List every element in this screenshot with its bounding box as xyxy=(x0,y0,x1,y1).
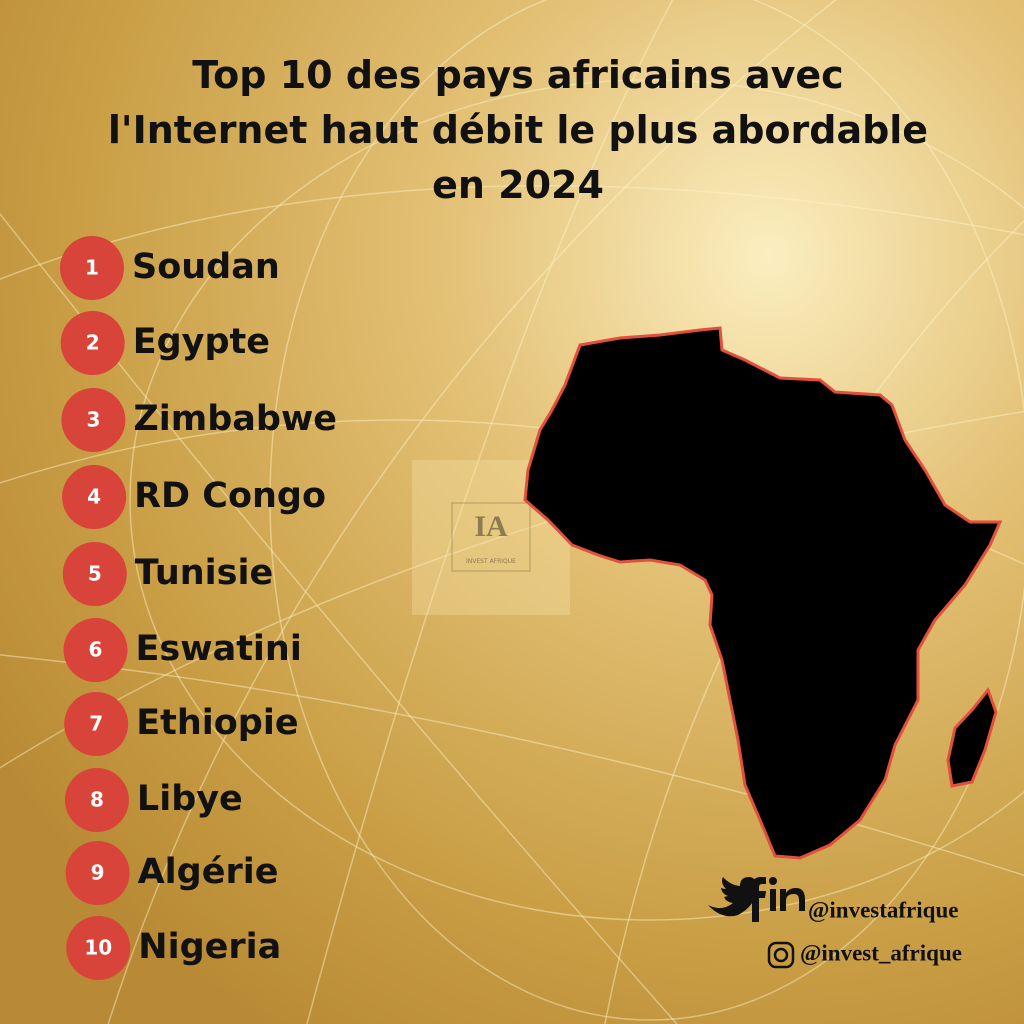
country-name: RD Congo xyxy=(134,476,326,516)
list-item: 5 Tunisie xyxy=(62,542,273,606)
rank-badge xyxy=(60,311,125,375)
list-item: 6 Eswatini xyxy=(63,618,302,682)
country-name: Egypte xyxy=(133,322,270,362)
country-name: Ethiopie xyxy=(136,703,298,743)
ranking-list: 1 Soudan 2 Egypte 3 Zimbabwe 4 RD Congo 5 Tunisie… xyxy=(60,236,337,980)
list-item: 3 Zimbabwe xyxy=(61,388,337,452)
handle-instagram[interactable]: @invest_afrique xyxy=(800,940,962,966)
instagram-icon[interactable] xyxy=(767,941,795,969)
twitter-icon[interactable] xyxy=(708,877,761,917)
rank-badge xyxy=(64,692,129,756)
rank-number: 8 xyxy=(90,788,104,812)
list-item: 8 Libye xyxy=(64,768,243,832)
rank-number: 1 xyxy=(85,256,99,280)
list-item: 9 Algérie xyxy=(65,841,279,905)
madagascar xyxy=(946,686,998,788)
country-name: Zimbabwe xyxy=(133,399,337,439)
rank-number: 2 xyxy=(86,331,100,355)
rank-number: 4 xyxy=(87,485,101,509)
africa-map xyxy=(523,326,1003,860)
country-name: Libye xyxy=(137,779,243,819)
logo-mark: IA xyxy=(474,510,508,543)
handle-main[interactable]: @investafrique xyxy=(808,897,958,923)
logo-caption: INVEST AFRIQUE xyxy=(466,558,516,565)
rank-badge xyxy=(66,916,131,980)
title-line: Top 10 des pays africains avec xyxy=(192,53,843,97)
country-name: Eswatini xyxy=(136,629,302,669)
rank-badge xyxy=(64,768,129,832)
list-item: 10 Nigeria xyxy=(66,916,281,980)
rank-badge xyxy=(65,841,130,905)
list-item: 4 RD Congo xyxy=(62,465,326,529)
rank-number: 7 xyxy=(89,712,103,736)
rank-badge xyxy=(62,542,127,606)
list-item: 7 Ethiopie xyxy=(64,692,299,756)
rank-number: 3 xyxy=(86,408,100,432)
linkedin-icon[interactable] xyxy=(769,877,805,911)
rank-badge xyxy=(60,236,124,300)
country-name: Tunisie xyxy=(135,553,273,593)
africa xyxy=(523,326,1003,860)
title: Top 10 des pays africains avec l'Internet… xyxy=(108,53,928,207)
instagram-lens xyxy=(773,947,789,963)
rank-badge xyxy=(61,388,126,452)
logo-frame xyxy=(451,502,531,572)
linkedin-dot xyxy=(769,877,777,885)
rank-badge xyxy=(62,465,127,529)
linkedin-bar xyxy=(770,889,776,911)
list-item: 1 Soudan xyxy=(60,236,280,300)
rank-badge xyxy=(63,618,128,682)
instagram-frame xyxy=(767,941,795,969)
country-name: Algérie xyxy=(138,852,279,892)
title-line: l'Internet haut débit le plus abordable xyxy=(108,108,928,152)
rank-number: 6 xyxy=(89,638,103,662)
title-line: en 2024 xyxy=(432,163,604,207)
list-item: 2 Egypte xyxy=(60,311,270,375)
rank-number: 9 xyxy=(91,861,105,885)
country-name: Soudan xyxy=(132,247,280,287)
social: @investafrique @invest_afrique xyxy=(708,877,962,969)
country-name: Nigeria xyxy=(138,927,281,967)
rank-number: 10 xyxy=(84,936,112,960)
facebook-icon[interactable] xyxy=(747,877,766,922)
linkedin-n xyxy=(780,888,805,911)
rank-number: 5 xyxy=(88,562,102,586)
